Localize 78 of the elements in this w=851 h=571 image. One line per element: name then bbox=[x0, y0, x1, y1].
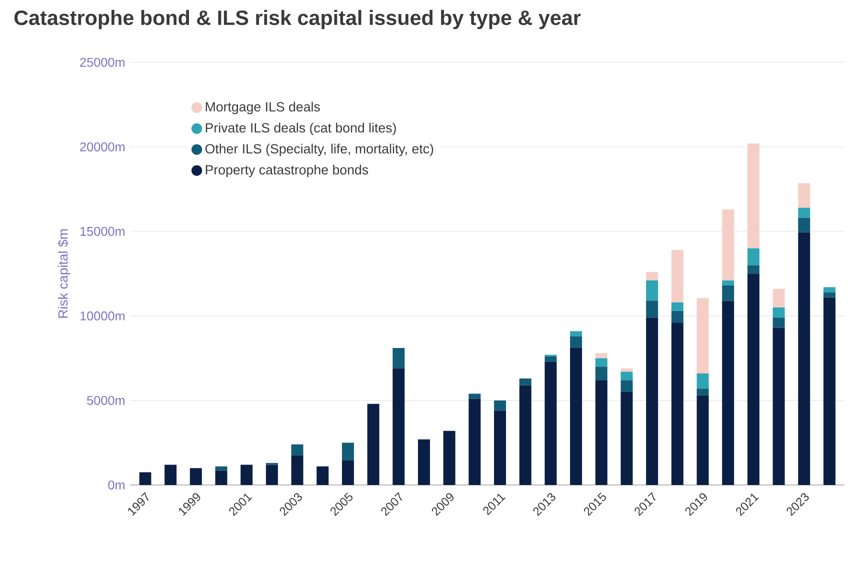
bar bbox=[570, 336, 582, 348]
bar bbox=[139, 472, 152, 485]
y-tick-label: 20000m bbox=[80, 142, 124, 152]
legend-label: Private ILS deals (cat bond lites) bbox=[206, 122, 396, 136]
bar bbox=[392, 368, 405, 485]
bar bbox=[747, 143, 760, 248]
bar bbox=[544, 356, 557, 362]
bar bbox=[722, 300, 734, 485]
bar bbox=[798, 232, 810, 485]
bar bbox=[544, 362, 557, 485]
bar bbox=[696, 388, 709, 396]
y-tick-label: 25000m bbox=[80, 58, 124, 67]
bar bbox=[696, 373, 709, 389]
bar bbox=[646, 318, 658, 485]
bar bbox=[468, 394, 481, 399]
bar bbox=[747, 274, 760, 485]
bar bbox=[595, 380, 608, 485]
bar bbox=[240, 464, 253, 485]
bar bbox=[646, 272, 658, 280]
chart-title: Catastrophe bond & ILS risk capital issued by type & year bbox=[14, 10, 581, 30]
bar bbox=[747, 248, 760, 266]
bar bbox=[620, 380, 633, 392]
bar bbox=[646, 280, 658, 301]
bar bbox=[671, 250, 684, 302]
bar bbox=[772, 328, 785, 485]
bar bbox=[190, 468, 202, 485]
bar bbox=[620, 392, 633, 485]
bar bbox=[468, 398, 481, 485]
bar bbox=[798, 218, 810, 232]
bar bbox=[671, 322, 684, 485]
y-tick-label: 5000m bbox=[87, 396, 124, 405]
y-tick-label: 10000m bbox=[80, 311, 124, 320]
bar bbox=[696, 298, 709, 374]
bar bbox=[215, 470, 228, 485]
bar bbox=[823, 287, 836, 292]
bar bbox=[798, 183, 810, 208]
bar bbox=[215, 466, 228, 471]
bar bbox=[722, 280, 734, 286]
bar bbox=[367, 404, 380, 485]
bar bbox=[266, 464, 278, 485]
bar bbox=[823, 297, 836, 485]
bar bbox=[570, 331, 582, 336]
legend-label: Other ILS (Specialty, life, mortality, etc) bbox=[205, 144, 434, 156]
bar bbox=[620, 372, 633, 380]
bar bbox=[772, 307, 785, 318]
bar bbox=[494, 400, 506, 411]
bar bbox=[443, 430, 456, 485]
y-axis-title: Risk capital $m bbox=[58, 229, 70, 318]
bar bbox=[570, 348, 582, 485]
bar bbox=[772, 288, 785, 308]
bar bbox=[342, 442, 354, 460]
bar bbox=[595, 353, 608, 358]
bar bbox=[291, 455, 304, 485]
bar bbox=[772, 318, 785, 328]
bar bbox=[392, 348, 405, 368]
bar bbox=[291, 444, 304, 456]
legend-label: Property catastrophe bonds bbox=[206, 164, 368, 178]
bar bbox=[418, 439, 430, 485]
bar bbox=[823, 292, 836, 298]
bar bbox=[646, 300, 658, 318]
y-tick-label: 15000m bbox=[80, 226, 124, 236]
bar bbox=[519, 378, 532, 386]
legend-label: Mortgage ILS deals bbox=[206, 102, 320, 114]
bar bbox=[342, 460, 354, 485]
bar bbox=[595, 358, 608, 367]
bar bbox=[671, 302, 684, 311]
bar bbox=[164, 464, 177, 485]
bar bbox=[696, 395, 709, 485]
bar bbox=[494, 410, 506, 485]
bar bbox=[519, 385, 532, 485]
bar bbox=[671, 310, 684, 323]
y-tick-label: 0m bbox=[108, 480, 124, 490]
bar bbox=[595, 366, 608, 380]
bar bbox=[722, 285, 734, 301]
bar bbox=[798, 208, 810, 218]
bar bbox=[316, 466, 329, 485]
bar bbox=[747, 265, 760, 274]
bar bbox=[722, 209, 734, 280]
